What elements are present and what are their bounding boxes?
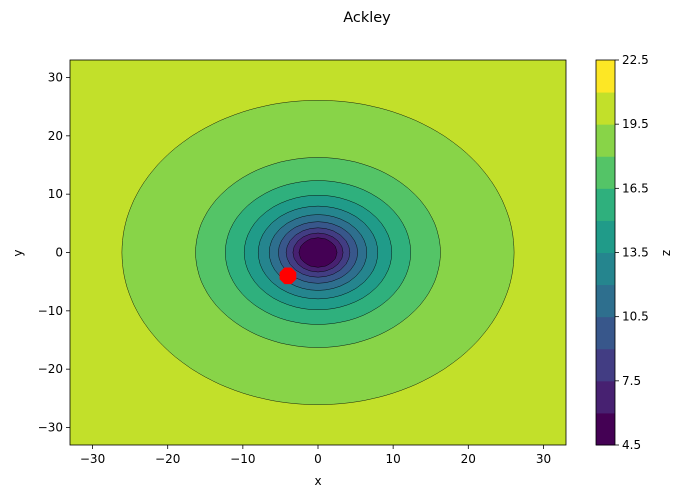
colorbar-band [596, 156, 615, 189]
colorbar-tick-label: 7.5 [622, 374, 641, 388]
contour-line-9 [285, 227, 351, 278]
y-tick-label: −10 [38, 304, 63, 318]
y-tick-label: 20 [48, 129, 63, 143]
x-tick-label: 20 [461, 452, 476, 466]
colorbar-tick-label: 10.5 [622, 310, 649, 324]
y-tick-label: 30 [48, 71, 63, 85]
position-marker [279, 267, 297, 285]
contour-line-15 [243, 195, 393, 310]
colorbar-tick-label: 4.5 [622, 438, 641, 452]
y-tick-label: 0 [55, 246, 63, 260]
colorbar-tick-label: 16.5 [622, 181, 649, 195]
plot-area [69, 59, 567, 446]
colorbar-tick-label: 13.5 [622, 246, 649, 260]
x-tick-label: 10 [386, 452, 401, 466]
contour-line-12 [268, 214, 368, 291]
colorbar-label: z [659, 250, 673, 256]
colorbar-band [596, 412, 615, 446]
contour-line-19.5 [121, 100, 515, 405]
x-tick-label: 30 [536, 452, 551, 466]
contour-line-6 [298, 237, 338, 268]
contour-lines [121, 100, 515, 405]
colorbar-bands [596, 60, 615, 446]
colorbar-band [596, 188, 615, 221]
y-tick-label: −30 [38, 421, 63, 435]
colorbar-band [596, 380, 615, 414]
x-tick-label: −10 [230, 452, 255, 466]
y-tick-label: 10 [48, 187, 63, 201]
y-axis-ticks: −30 −20 −10 0 10 20 30 [38, 71, 70, 435]
colorbar-band [596, 124, 615, 157]
y-tick-label: −20 [38, 362, 63, 376]
x-axis-ticks: −30 −20 −10 0 10 20 30 [80, 445, 551, 466]
x-tick-label: −20 [155, 452, 180, 466]
colorbar-band [596, 316, 615, 350]
colorbar-tick-label: 19.5 [622, 117, 649, 131]
colorbar-band [596, 60, 615, 93]
x-tick-label: 0 [314, 452, 322, 466]
colorbar-tick-label: 22.5 [622, 53, 649, 67]
colorbar-band [596, 220, 615, 253]
contour-line-13.5 [257, 205, 379, 300]
contour-fill [70, 60, 566, 445]
contour-line-18 [195, 157, 441, 348]
y-axis-label: y [11, 249, 25, 256]
colorbar: 4.5 7.5 10.5 13.5 16.5 19.5 22.5 z [595, 53, 673, 452]
colorbar-band [596, 284, 615, 318]
x-axis-label: x [314, 474, 321, 488]
colorbar-band [596, 348, 615, 382]
chart-title: Ackley [343, 10, 391, 26]
marker-layer [279, 267, 297, 285]
contour-line-16.5 [225, 180, 411, 325]
contour-line-7.5 [292, 232, 344, 273]
colorbar-band [596, 252, 615, 286]
x-tick-label: −30 [80, 452, 105, 466]
colorbar-band [596, 92, 615, 125]
colorbar-ticks: 4.5 7.5 10.5 13.5 16.5 19.5 22.5 [615, 53, 649, 452]
